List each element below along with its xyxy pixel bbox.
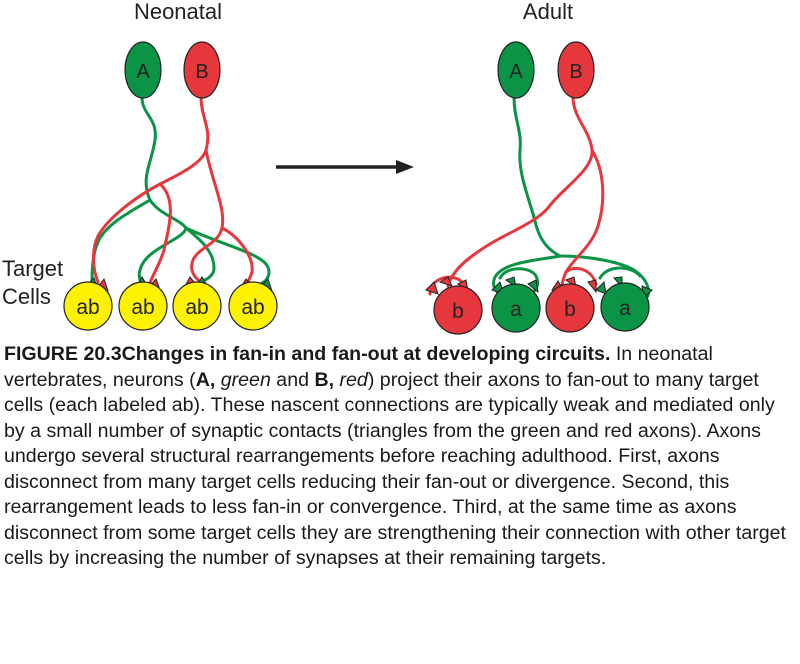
neuron-b-label: B <box>195 61 208 83</box>
target-label-line2: Cells <box>2 284 51 309</box>
adult-target-cells: b a b a <box>433 282 650 335</box>
neonatal-target-cell: ab <box>172 281 222 331</box>
svg-text:ab: ab <box>131 296 154 319</box>
neonatal-target-cells: ab ab ab ab <box>63 281 278 331</box>
caption-red: red <box>339 368 368 391</box>
red-synapse <box>425 281 439 295</box>
green-synapse <box>527 279 539 294</box>
neuron-a-label: A <box>136 61 150 83</box>
caption-neuron-b: B, <box>314 368 335 391</box>
svg-text:ab: ab <box>76 296 99 319</box>
target-label-line1: Target <box>2 256 63 281</box>
adult-target-cell: b <box>545 283 595 333</box>
svg-text:ab: ab <box>185 296 208 319</box>
adult-panel: A B b a b a <box>425 41 653 335</box>
red-synapse <box>438 276 453 287</box>
caption-label: FIGURE 20.3Changes in fan-in and fan-out… <box>4 343 611 365</box>
neonatal-target-cell: ab <box>228 281 278 331</box>
figure-caption: FIGURE 20.3Changes in fan-in and fan-out… <box>4 343 786 569</box>
svg-text:ab: ab <box>241 296 264 319</box>
neonatal-red-synapses <box>95 276 256 292</box>
neuron-a-label: A <box>509 61 523 83</box>
neonatal-panel: A B ab ab ab ab Target <box>2 41 278 331</box>
svg-text:b: b <box>564 298 576 321</box>
neonatal-neuron-a: A <box>124 41 162 99</box>
development-arrow <box>276 160 414 174</box>
svg-text:a: a <box>510 298 522 321</box>
red-synapse <box>587 279 597 294</box>
caption-green: green <box>220 368 271 391</box>
fan-in-fan-out-diagram: Neonatal Adult <box>2 0 653 335</box>
adult-target-cell: b <box>433 285 483 335</box>
neonatal-target-cell: ab <box>118 281 168 331</box>
adult-neuron-a: A <box>497 41 535 99</box>
svg-text:b: b <box>452 300 464 323</box>
green-synapse <box>595 280 607 295</box>
neonatal-neuron-b: B <box>183 41 221 99</box>
neonatal-red-axon <box>92 95 254 286</box>
adult-title: Adult <box>523 0 573 24</box>
neonatal-title: Neonatal <box>134 0 222 24</box>
neuron-b-label: B <box>569 61 582 83</box>
neonatal-target-cell: ab <box>63 281 113 331</box>
neonatal-green-axon <box>90 95 271 285</box>
caption-neuron-a: A, <box>195 368 216 391</box>
adult-target-cell: a <box>600 282 650 332</box>
svg-text:a: a <box>619 297 631 320</box>
adult-target-cell: a <box>491 283 541 333</box>
adult-neuron-b: B <box>557 41 595 99</box>
